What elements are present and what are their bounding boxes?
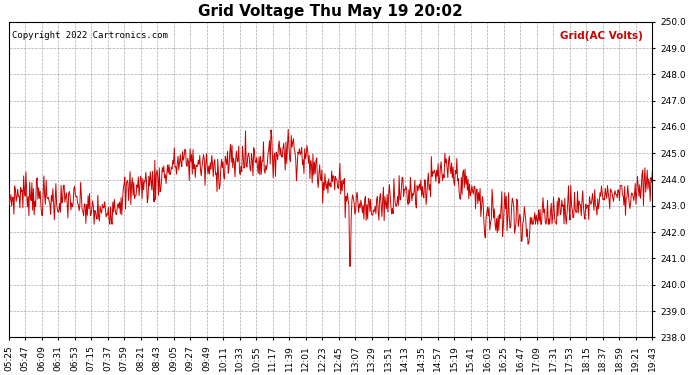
Title: Grid Voltage Thu May 19 20:02: Grid Voltage Thu May 19 20:02 [198,4,463,19]
Text: Copyright 2022 Cartronics.com: Copyright 2022 Cartronics.com [12,31,168,40]
Text: Grid(AC Volts): Grid(AC Volts) [560,31,643,41]
